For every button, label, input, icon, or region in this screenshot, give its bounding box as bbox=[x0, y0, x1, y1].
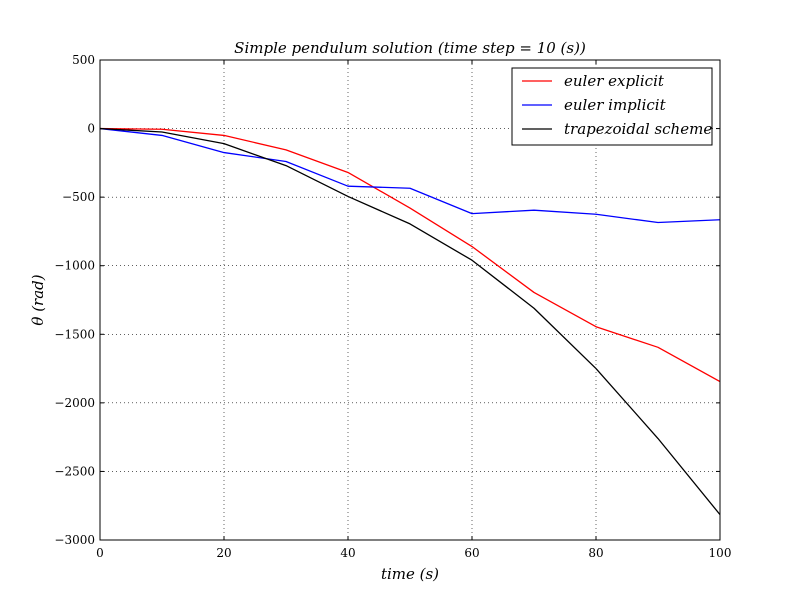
y-tick-label: 500 bbox=[72, 53, 95, 67]
x-tick-label: 20 bbox=[216, 546, 231, 560]
y-axis-label: θ (rad) bbox=[29, 274, 47, 325]
legend-label-trapezoidal-scheme: trapezoidal scheme bbox=[564, 120, 712, 138]
y-tick-label: −1500 bbox=[54, 327, 95, 341]
y-tick-label: −2000 bbox=[54, 396, 95, 410]
x-tick-label: 0 bbox=[96, 546, 104, 560]
series-line-euler-explicit bbox=[99, 127, 721, 383]
legend-label-euler-explicit: euler explicit bbox=[564, 72, 665, 90]
ticks: 0 20 40 60 80 100 500 0 −500 −1000 −1500 −2000 −2500… bbox=[54, 53, 731, 560]
y-tick-label: −3000 bbox=[54, 533, 95, 547]
series-layer bbox=[99, 127, 721, 516]
chart-title: Simple pendulum solution (time step = 10… bbox=[234, 39, 586, 57]
x-axis-label: time (s) bbox=[381, 565, 439, 583]
plot-frame bbox=[99, 59, 721, 541]
y-tick-label: 0 bbox=[87, 122, 95, 136]
legend-label-euler-implicit: euler implicit bbox=[564, 96, 667, 114]
y-tick-label: −500 bbox=[62, 190, 95, 204]
series-line-euler-implicit bbox=[99, 127, 721, 224]
x-tick-label: 60 bbox=[464, 546, 479, 560]
legend: euler explicit euler implicit trapezoida… bbox=[511, 67, 713, 146]
y-tick-label: −2500 bbox=[54, 464, 95, 478]
y-tick-label: −1000 bbox=[54, 259, 95, 273]
x-tick-label: 40 bbox=[340, 546, 355, 560]
series-line-trapezoidal-scheme bbox=[99, 127, 721, 516]
x-tick-label: 100 bbox=[709, 546, 732, 560]
x-tick-label: 80 bbox=[588, 546, 603, 560]
